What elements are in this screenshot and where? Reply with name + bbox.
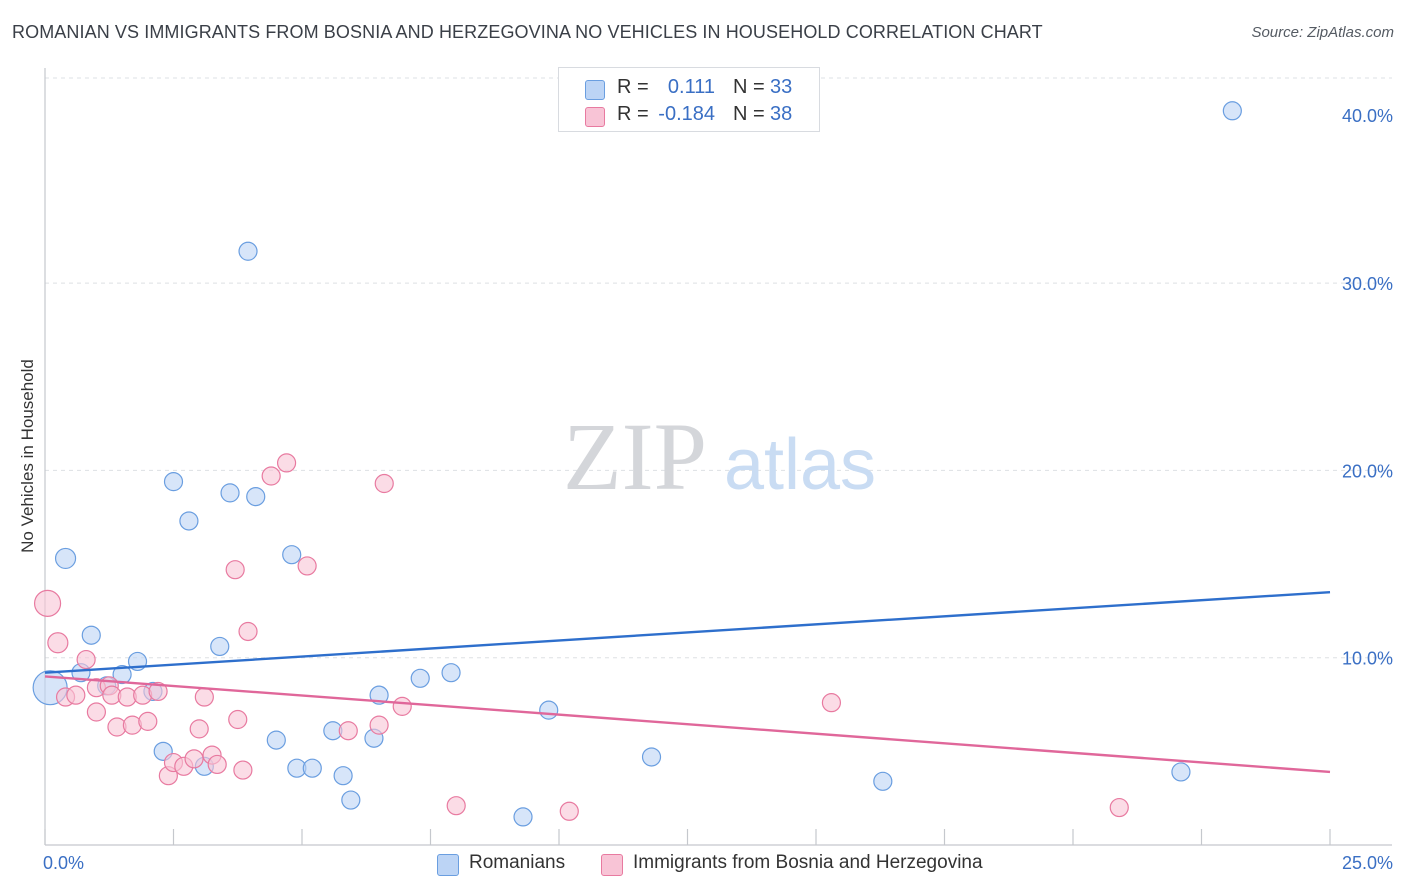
point-bosnia [47,632,69,654]
legend-row-bosnia: R = -0.184 N = 38 [559,103,819,129]
point-bosnia [559,801,579,821]
legend-n-value: 38 [770,103,793,125]
point-romanians [333,766,353,786]
point-romanians [54,547,77,570]
point-romanians [112,664,132,685]
point-romanians [641,747,662,767]
point-romanians [302,758,322,778]
legend-swatch-bosnia [585,107,605,127]
point-romanians [513,807,533,827]
legend-row-romanians: R = 0.111 N = 33 [559,76,819,102]
point-bosnia [446,796,466,816]
y-tick-label: 20.0% [1342,461,1393,481]
point-romanians [441,663,461,683]
legend-n-label: N = [733,76,765,98]
point-bosnia [33,589,62,617]
point-romanians [1222,101,1242,121]
point-romanians [282,545,302,565]
legend-r-label: R = [617,103,649,125]
y-tick-labels: 10.0% 20.0% 30.0% 40.0% [1342,106,1393,669]
point-bosnia [225,560,245,580]
watermark-zip: ZIP [563,403,707,510]
x-tick-labels: 0.0% 25.0% [43,853,1393,873]
point-bosnia [148,681,168,702]
legend-r-value: -0.184 [658,103,715,125]
grid-lines [45,77,1392,659]
point-bosnia [194,687,214,707]
point-romanians [341,790,361,810]
y-tick-label: 30.0% [1342,274,1393,294]
point-bosnia [228,709,248,730]
trend-line-bosnia [44,675,1331,774]
point-bosnia [1109,797,1129,818]
point-bosnia [66,685,86,705]
watermark-atlas: atlas [724,425,876,505]
point-bosnia [207,754,227,775]
point-bosnia [276,453,297,473]
data-points [32,101,1242,827]
point-bosnia [76,649,96,670]
legend-n-label: N = [733,103,765,125]
point-romanians [539,700,559,720]
stats-legend: R = 0.111 N = 33 R = -0.184 N = 38 [558,67,820,132]
legend-swatch-romanians [585,80,605,100]
axes [44,68,1392,846]
point-romanians [410,668,430,688]
chart-source: Source: ZipAtlas.com [1251,24,1394,41]
point-bosnia [138,711,158,731]
point-romanians [1171,762,1191,782]
series-swatch-romanians [437,854,459,876]
chart-title: ROMANIAN VS IMMIGRANTS FROM BOSNIA AND H… [12,22,1043,42]
series-label-bosnia: Immigrants from Bosnia and Herzegovina [633,852,983,873]
x-tick-min: 0.0% [43,853,84,873]
y-tick-label: 40.0% [1342,106,1393,126]
point-romanians [246,487,266,507]
point-romanians [163,472,184,492]
series-swatch-bosnia [601,854,623,876]
point-romanians [220,483,240,503]
series-legend: Romanians Immigrants from Bosnia and Her… [0,852,1406,878]
series-label-romanians: Romanians [469,852,566,873]
trend-line-romanians [44,590,1331,674]
x-tick-max: 25.0% [1342,853,1393,873]
point-romanians [266,730,286,750]
y-axis-label: No Vehicles in Household [18,359,37,553]
point-bosnia [238,621,258,642]
point-bosnia [374,473,394,494]
legend-n-value: 33 [770,76,793,98]
trend-lines [44,590,1331,774]
point-romanians [873,771,893,791]
point-bosnia [821,693,842,713]
point-bosnia [369,715,389,735]
point-bosnia [338,721,358,741]
point-romanians [179,511,199,531]
legend-r-label: R = [617,76,649,98]
watermark: ZIP atlas [563,403,876,510]
point-bosnia [392,696,412,716]
point-bosnia [189,719,209,739]
point-bosnia [233,760,253,780]
y-tick-label: 10.0% [1342,649,1393,669]
point-romanians [238,241,258,261]
point-romanians [369,685,389,705]
point-bosnia [184,749,204,769]
point-bosnia [86,702,107,722]
point-romanians [81,625,101,645]
point-bosnia [261,466,281,486]
point-romanians [210,636,230,657]
point-bosnia [297,556,317,576]
legend-r-value: 0.111 [667,76,715,98]
